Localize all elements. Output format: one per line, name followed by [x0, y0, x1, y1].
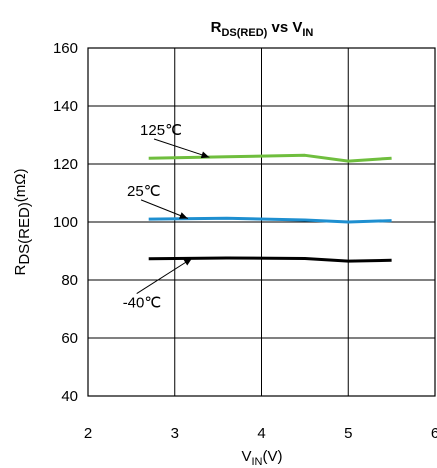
- annotation-arrowhead-2: [183, 258, 193, 266]
- y-tick-label: 80: [61, 272, 78, 289]
- annotation-arrow-1: [140, 199, 188, 219]
- title-r: R: [211, 19, 222, 36]
- ylabel-r: R: [12, 265, 29, 276]
- chart-title: RDS(RED) vs VIN: [211, 19, 314, 39]
- x-tick-labels: 2 3 4 5 6: [84, 425, 437, 442]
- y-tick-label: 40: [61, 388, 78, 405]
- x-tick-label: 3: [171, 425, 179, 442]
- annotation-layer: 125℃ 25℃ -40℃: [123, 122, 210, 312]
- annotation-arrow-2: [136, 257, 193, 294]
- plot-border: [87, 47, 436, 397]
- y-axis-label: RDS(RED)(mΩ): [12, 168, 33, 275]
- annotation-label-2: -40℃: [123, 295, 162, 312]
- title-r-sub: DS(RED): [221, 27, 267, 39]
- plot-frame: [87, 47, 436, 397]
- y-tick-label: 60: [61, 330, 78, 347]
- series-line-2: [148, 256, 392, 263]
- xlabel-suffix: (V): [263, 448, 283, 465]
- y-tick-labels: 40 60 80 100 120 140 160: [53, 40, 78, 405]
- annotation-label-1: 25℃: [127, 183, 161, 200]
- series-line-1: [148, 216, 392, 224]
- title-v-sub: IN: [302, 27, 313, 39]
- x-tick-label: 6: [431, 425, 437, 442]
- title-vs: vs V: [267, 19, 302, 36]
- x-tick-label: 4: [257, 425, 265, 442]
- annotation-label-0: 125℃: [140, 122, 182, 139]
- annotation-arrow-0: [153, 138, 210, 158]
- xlabel-v: V: [241, 448, 251, 465]
- y-tick-label: 100: [53, 214, 78, 231]
- xlabel-sub: IN: [252, 456, 263, 468]
- x-axis-label: VIN(V): [241, 448, 282, 468]
- y-tick-label: 120: [53, 156, 78, 173]
- ylabel-suffix: (mΩ): [12, 168, 29, 202]
- y-tick-label: 160: [53, 40, 78, 57]
- series-layer: [148, 153, 392, 263]
- annotation-arrowhead-0: [200, 151, 210, 159]
- x-tick-label: 2: [84, 425, 92, 442]
- series-line-0: [148, 153, 392, 163]
- annotation-arrowhead-1: [179, 212, 188, 219]
- y-tick-label: 140: [53, 98, 78, 115]
- x-tick-label: 5: [344, 425, 352, 442]
- ylabel-sub: DS(RED): [16, 202, 33, 265]
